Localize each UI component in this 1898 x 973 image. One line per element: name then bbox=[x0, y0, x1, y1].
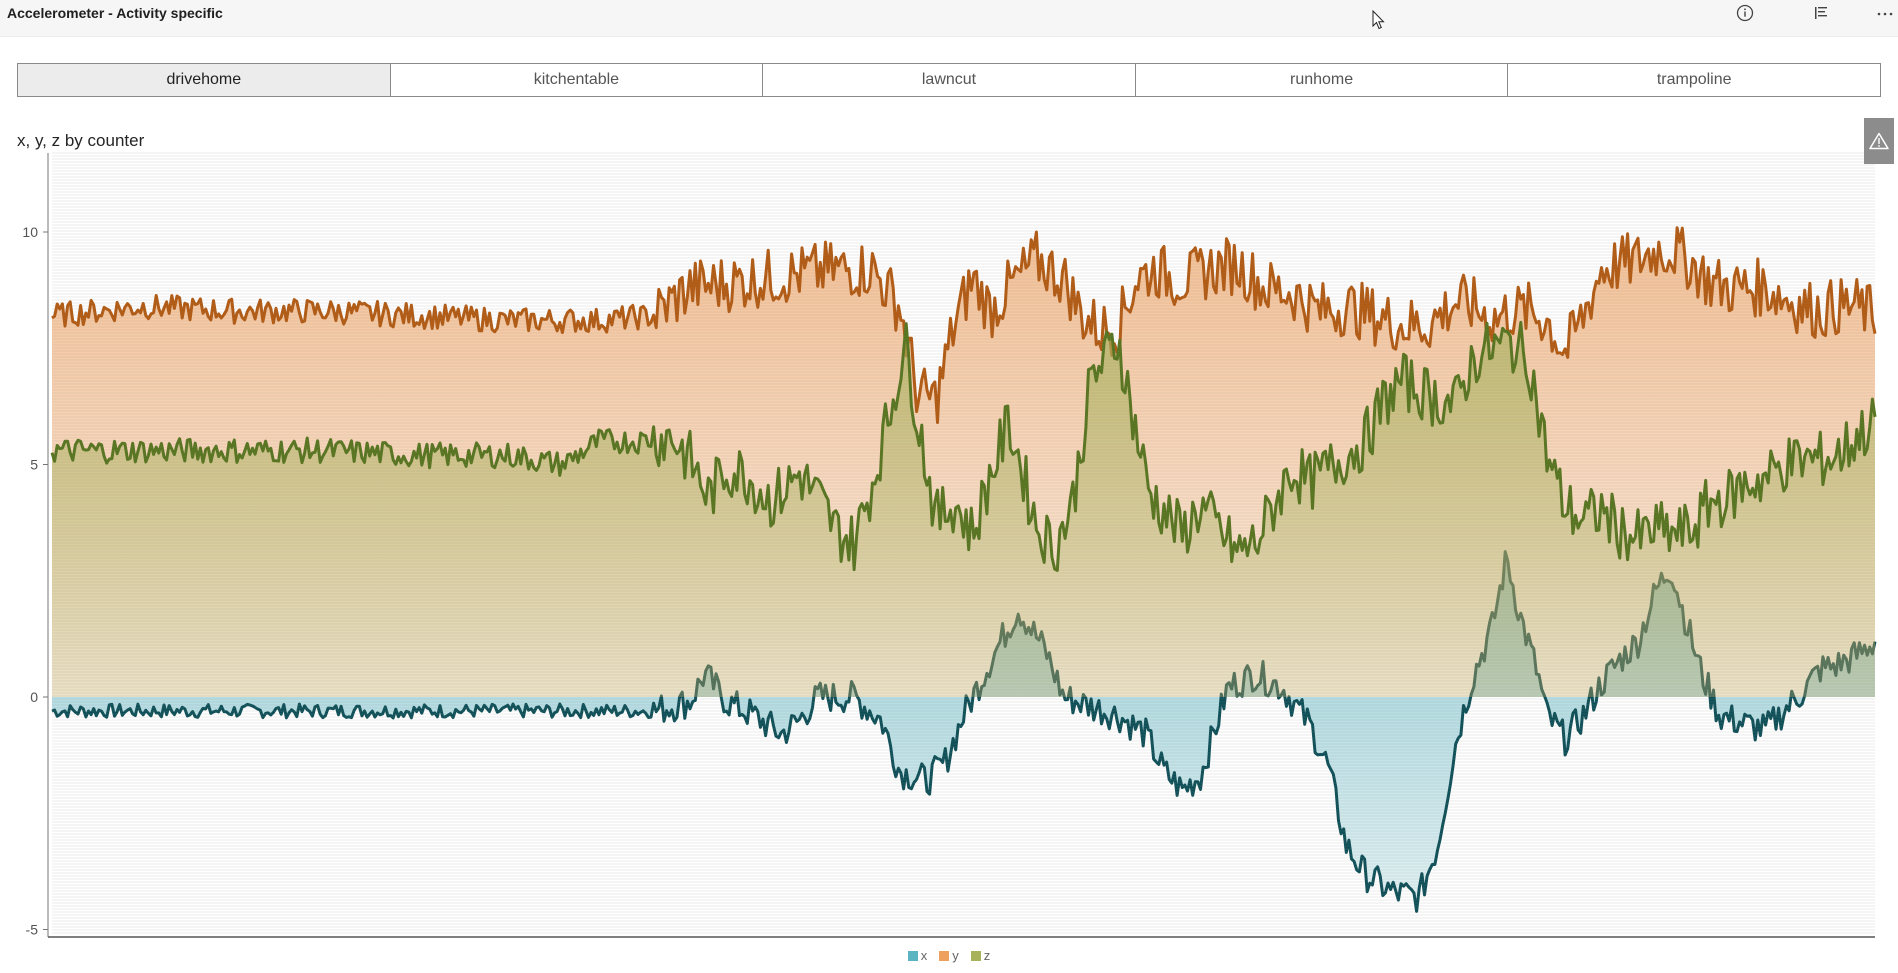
legend-swatch bbox=[907, 950, 918, 961]
mouse-cursor-icon bbox=[1372, 10, 1385, 30]
series-line-y bbox=[51, 226, 1877, 424]
scanline-texture bbox=[52, 152, 1875, 934]
slicer-item-lawncut[interactable]: lawncut bbox=[762, 63, 1136, 97]
y-tick-label: 10 bbox=[22, 224, 38, 240]
legend-label: y bbox=[952, 948, 959, 963]
info-icon[interactable] bbox=[1734, 2, 1756, 24]
y-tick-label: 5 bbox=[30, 457, 38, 473]
legend-swatch bbox=[939, 950, 950, 961]
y-tick-label: 0 bbox=[30, 689, 38, 705]
chart-legend: x y z bbox=[0, 948, 1898, 963]
y-tick-label: -5 bbox=[26, 922, 39, 938]
series-line-z bbox=[50, 320, 1877, 572]
title-bar: Accelerometer - Activity specific bbox=[0, 0, 1898, 37]
slicer-item-kitchentable[interactable]: kitchentable bbox=[389, 63, 764, 97]
legend-item-x[interactable]: x bbox=[907, 948, 928, 963]
slicer-item-trampoline[interactable]: trampoline bbox=[1507, 63, 1881, 97]
legend-item-z[interactable]: z bbox=[970, 948, 991, 963]
slicer-item-drivehome[interactable]: drivehome bbox=[17, 63, 391, 97]
legend-label: x bbox=[920, 948, 928, 963]
area-chart: 10 5 0 -5 bbox=[22, 152, 1877, 938]
more-options-icon[interactable] bbox=[1874, 2, 1896, 24]
legend-swatch bbox=[970, 950, 981, 961]
legend-label: z bbox=[983, 948, 991, 963]
slicer-item-runhome[interactable]: runhome bbox=[1134, 63, 1509, 97]
app-title: Accelerometer - Activity specific bbox=[7, 5, 223, 21]
warning-icon[interactable] bbox=[1864, 118, 1894, 164]
series-line-x bbox=[51, 550, 1877, 913]
series-area-x bbox=[52, 551, 1875, 912]
legend-item-y[interactable]: y bbox=[939, 948, 959, 963]
chart-title: x, y, z by counter bbox=[17, 131, 145, 150]
list-icon[interactable] bbox=[1810, 2, 1832, 24]
activity-slicer: drivehome kitchentable lawncut runhome tramp… bbox=[17, 63, 1881, 97]
